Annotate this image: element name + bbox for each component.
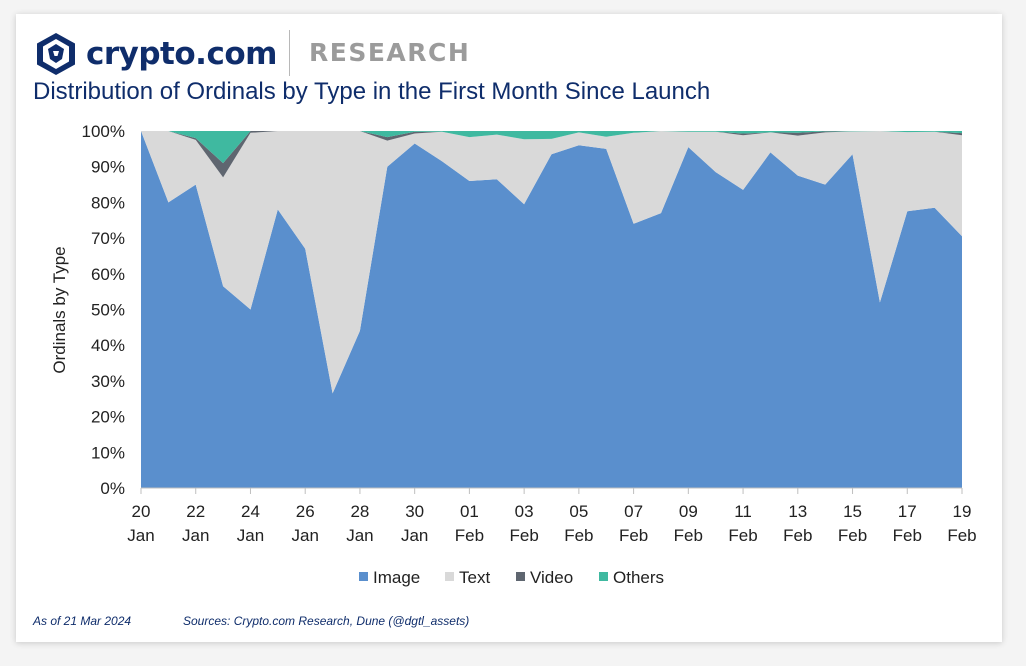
x-tick-label-day: 11 xyxy=(734,502,752,521)
y-tick-label: 50% xyxy=(91,301,125,320)
header-divider xyxy=(289,30,290,76)
x-tick-label-month: Feb xyxy=(838,526,867,545)
area-video xyxy=(141,131,962,178)
area-text xyxy=(141,131,962,394)
y-tick-label: 20% xyxy=(91,408,125,427)
legend-label-text: Text xyxy=(459,568,490,587)
legend-swatch-text xyxy=(445,572,454,581)
y-tick-label: 30% xyxy=(91,372,125,391)
x-tick-label-day: 03 xyxy=(515,502,534,521)
y-tick-label: 10% xyxy=(91,443,125,462)
area-others xyxy=(141,131,962,164)
y-axis: 0% 10% 20% 30% 40% 50% 60% 70% 80% 90% 100% xyxy=(82,122,125,498)
area-image xyxy=(141,131,962,488)
y-tick-label: 80% xyxy=(91,193,125,212)
section-label: RESEARCH xyxy=(309,38,471,67)
legend-label-video: Video xyxy=(530,568,573,587)
legend-swatch-image xyxy=(359,572,368,581)
x-tick-label-month: Feb xyxy=(619,526,648,545)
x-tick-label-day: 30 xyxy=(405,502,424,521)
x-tick-label-day: 17 xyxy=(898,502,917,521)
x-tick-label-month: Jan xyxy=(237,526,264,545)
x-tick-label-day: 24 xyxy=(241,502,260,521)
x-tick-label-month: Jan xyxy=(401,526,428,545)
x-tick-label-month: Feb xyxy=(674,526,703,545)
x-tick-label-month: Jan xyxy=(127,526,154,545)
x-tick-label-month: Jan xyxy=(291,526,318,545)
area-layers xyxy=(141,131,962,488)
legend-swatch-video xyxy=(516,572,525,581)
x-tick-label-day: 01 xyxy=(460,502,479,521)
x-tick-label-month: Jan xyxy=(182,526,209,545)
legend: Image Text Video Others xyxy=(359,568,664,587)
x-tick-label-day: 15 xyxy=(843,502,862,521)
crypto-com-logo: crypto.com xyxy=(36,32,277,76)
x-tick-label-day: 07 xyxy=(624,502,643,521)
y-tick-label: 100% xyxy=(82,122,125,141)
y-tick-label: 70% xyxy=(91,229,125,248)
x-tick-label-month: Feb xyxy=(455,526,484,545)
y-tick-label: 40% xyxy=(91,336,125,355)
x-tick-label-month: Feb xyxy=(947,526,976,545)
x-tick-label-month: Feb xyxy=(728,526,757,545)
x-tick-label-month: Feb xyxy=(509,526,538,545)
x-tick-label-day: 26 xyxy=(296,502,315,521)
x-axis: 20 Jan 22 Jan 24 Jan 26 Jan 28 Jan 30 Jan 01 Feb 03 Feb… xyxy=(127,487,977,545)
x-tick-label-day: 13 xyxy=(788,502,807,521)
y-axis-label: Ordinals by Type xyxy=(50,246,69,373)
x-tick-label-day: 09 xyxy=(679,502,698,521)
x-tick-label-day: 20 xyxy=(132,502,151,521)
y-tick-label: 0% xyxy=(100,479,125,498)
x-tick-label-day: 28 xyxy=(350,502,369,521)
x-tick-label-month: Feb xyxy=(783,526,812,545)
lion-shield-icon xyxy=(37,33,75,75)
x-tick-label-month: Feb xyxy=(893,526,922,545)
sources-note: Sources: Crypto.com Research, Dune (@dgt… xyxy=(183,614,470,628)
y-tick-label: 60% xyxy=(91,265,125,284)
x-tick-label-day: 05 xyxy=(569,502,588,521)
legend-label-others: Others xyxy=(613,568,664,587)
brand-name: crypto.com xyxy=(86,36,277,72)
x-tick-label-day: 19 xyxy=(953,502,972,521)
as-of-date: As of 21 Mar 2024 xyxy=(33,614,132,628)
y-tick-label: 90% xyxy=(91,158,125,177)
x-tick-label-day: 22 xyxy=(186,502,205,521)
chart-title: Distribution of Ordinals by Type in the … xyxy=(33,78,711,105)
legend-swatch-others xyxy=(599,572,608,581)
x-tick-label-month: Jan xyxy=(346,526,373,545)
legend-label-image: Image xyxy=(373,568,420,587)
x-tick-label-month: Feb xyxy=(564,526,593,545)
